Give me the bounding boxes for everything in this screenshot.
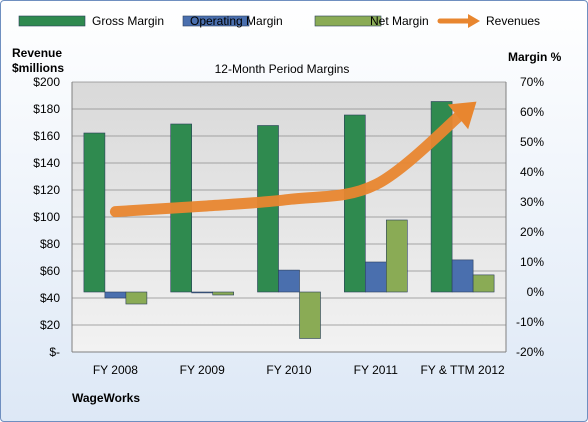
bar-net-margin	[385, 219, 408, 293]
x-tick-label: FY 2009	[180, 363, 225, 377]
x-tick-label: FY 2010	[266, 363, 311, 377]
y-left-tick-label: $40	[40, 291, 60, 305]
bar-net-margin	[299, 291, 321, 339]
y-left-tick-label: $160	[33, 129, 60, 143]
y-left-tick-label: $60	[40, 264, 60, 278]
legend-label: Gross Margin	[92, 14, 164, 28]
x-tick-label: FY & TTM 2012	[420, 363, 505, 377]
y-right-tick-label: -10%	[516, 315, 544, 329]
y-left-tick-label: $200	[33, 75, 60, 89]
legend: Gross Margin Operating Margin Net Margin Re…	[18, 14, 540, 28]
x-tick-label: FY 2011	[354, 363, 399, 377]
axes: $- $20 $40 $60 $80 $100 $120 $140 $160 $180 $200 -2…	[33, 75, 544, 377]
y-right-tick-label: 20%	[520, 225, 544, 239]
y-right-tick-label: 60%	[520, 105, 544, 119]
y-left-tick-label: $180	[33, 102, 60, 116]
y-left-tick-label: $100	[33, 210, 60, 224]
legend-label: Revenues	[486, 14, 540, 28]
y-left-tick-label: $-	[49, 345, 60, 359]
bar-gross-margin	[83, 132, 106, 293]
chart-title: 12-Month Period Margins	[215, 62, 350, 76]
y-right-tick-label: -20%	[516, 345, 544, 359]
y-right-label: Margin %	[508, 50, 562, 64]
y-right-tick-label: 50%	[520, 135, 544, 149]
bar-gross-margin	[343, 114, 366, 293]
y-right-tick-label: 40%	[520, 165, 544, 179]
bar-net-margin	[125, 291, 148, 305]
bar-gross-margin	[257, 125, 279, 293]
legend-label: Operating Margin	[190, 14, 283, 28]
y-right-tick-label: 30%	[520, 195, 544, 209]
revenue-arrow	[109, 101, 477, 218]
bar-operating-margin	[104, 291, 127, 299]
bar-net-margin	[472, 274, 495, 293]
x-tick-label: FY 2008	[93, 363, 138, 377]
company-label: WageWorks	[72, 391, 140, 405]
bar-operating-margin	[191, 291, 213, 294]
legend-swatch-net-margin	[314, 15, 382, 27]
bar-operating-margin	[451, 259, 474, 293]
legend-arrow-head	[468, 14, 480, 28]
revenue-arrow-line	[109, 107, 469, 218]
y-left-tick-label: $20	[40, 318, 60, 332]
revenue-arrow-head	[447, 101, 477, 130]
bar-net-margin	[212, 291, 234, 296]
y-right-tick-label: 70%	[520, 75, 544, 89]
y-right-tick-label: 10%	[520, 255, 544, 269]
y-left-label-line1: Revenue	[12, 46, 62, 60]
legend-label: Net Margin	[370, 14, 429, 28]
legend-swatch-gross-margin	[18, 15, 86, 27]
bar-operating-margin	[278, 269, 300, 293]
y-left-tick-label: $80	[40, 237, 60, 251]
y-left-label-line2: $millions	[12, 61, 64, 75]
legend-swatch-operating-margin	[182, 15, 250, 27]
y-left-tick-label: $140	[33, 156, 60, 170]
y-left-tick-label: $120	[33, 183, 60, 197]
bar-gross-margin	[430, 101, 453, 293]
bar-operating-margin	[364, 261, 387, 293]
y-right-tick-label: 0%	[527, 285, 545, 299]
